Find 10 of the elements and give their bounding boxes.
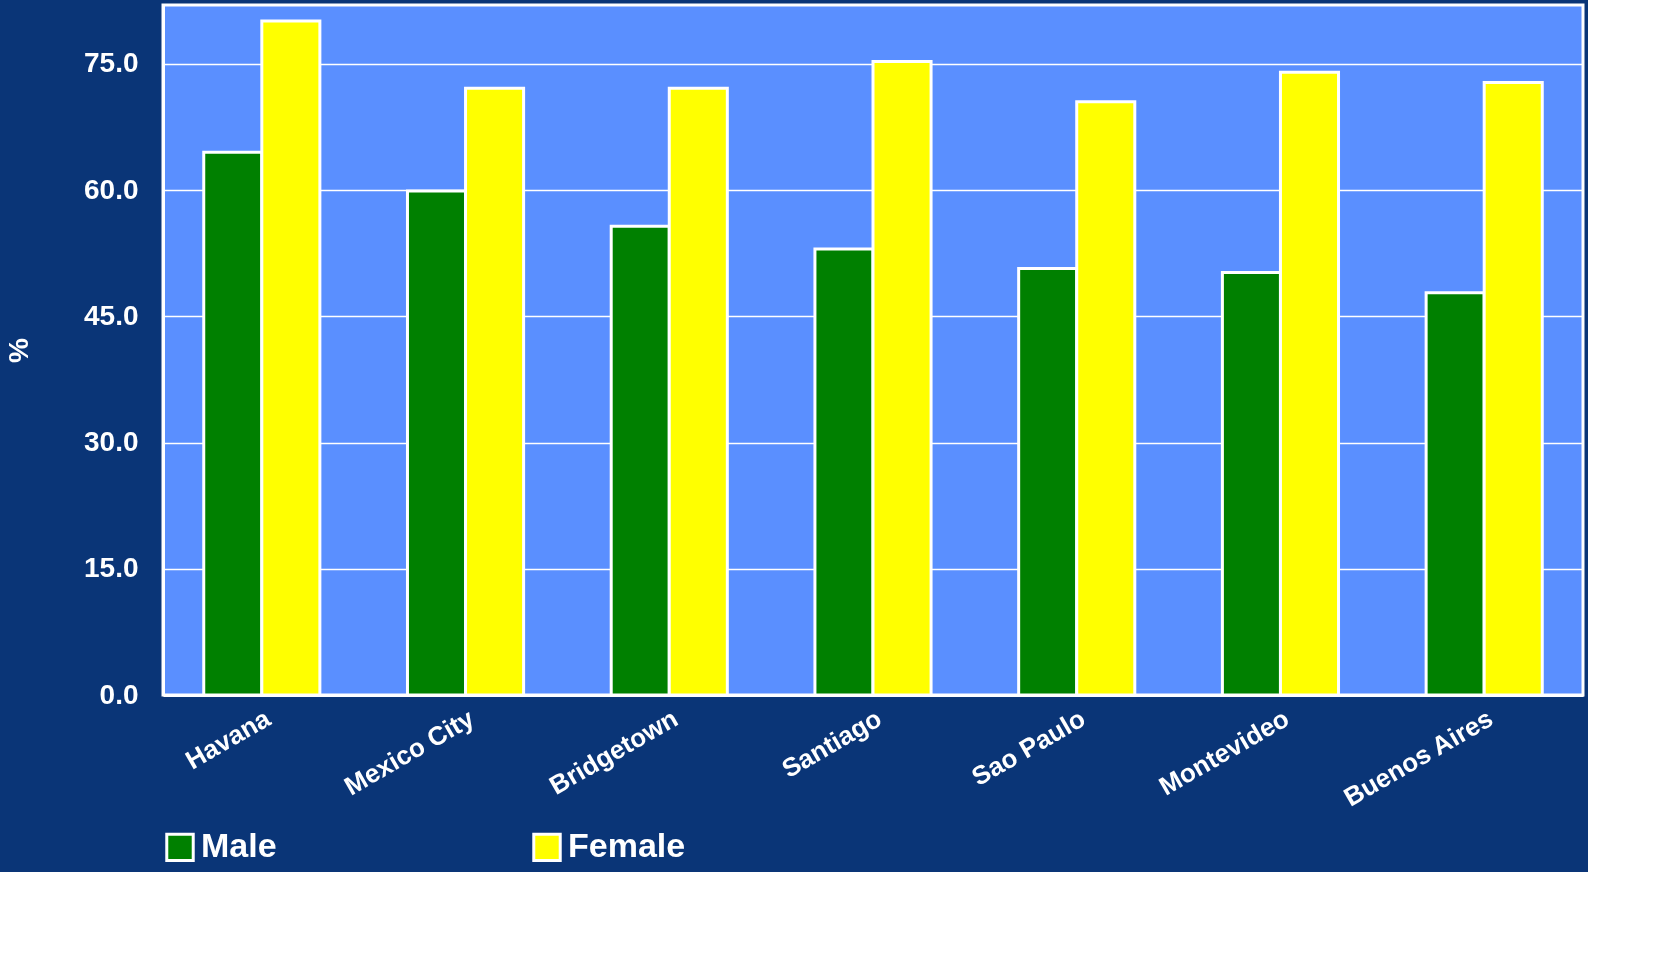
legend-label: Male xyxy=(201,826,277,865)
y-tick-label: 75.0 xyxy=(84,47,139,79)
y-axis-title: % xyxy=(3,337,34,363)
x-tick-label: Sao Paulo xyxy=(966,702,1091,792)
y-tick-label: 0.0 xyxy=(99,678,139,710)
y-tick-label: 30.0 xyxy=(84,426,139,458)
y-tick-label: 45.0 xyxy=(84,299,139,331)
y-tick-label: 15.0 xyxy=(84,552,139,584)
legend-label: Female xyxy=(568,826,686,865)
y-tick-label: 60.0 xyxy=(84,173,139,205)
